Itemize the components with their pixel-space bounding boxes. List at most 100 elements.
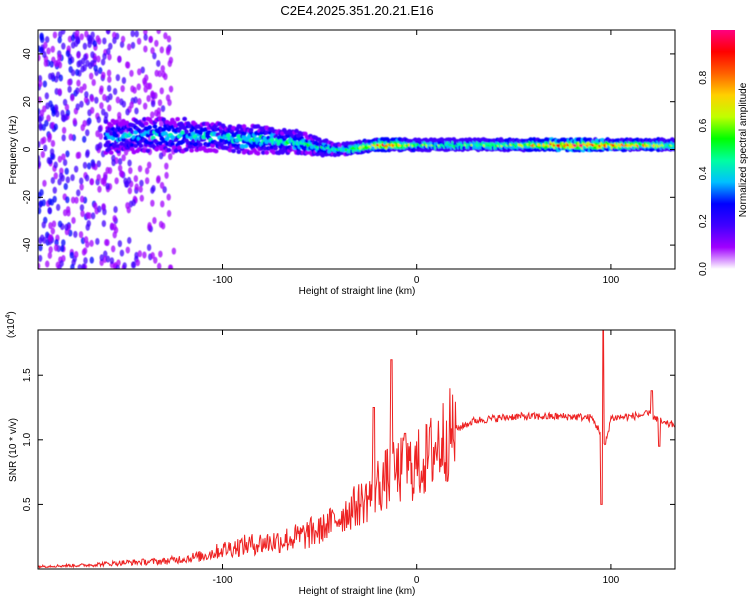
spectrogram-cell: [231, 148, 236, 154]
spectrogram-cell: [101, 71, 106, 79]
spectrogram-cell: [106, 69, 112, 77]
spectrogram-cell: [77, 264, 82, 269]
spectrogram-cell: [89, 95, 95, 103]
spectrogram-cell: [60, 244, 65, 252]
spectrogram-cell: [157, 99, 163, 107]
spectrogram-cell: [60, 109, 65, 117]
spectrogram-cell: [107, 53, 112, 61]
spectrogram-cell: [49, 60, 54, 68]
snr-scale-suffix: ): [6, 311, 17, 314]
spectrogram-cell: [38, 123, 43, 131]
spectrogram-cell: [248, 127, 254, 133]
spectrogram-cell: [61, 126, 67, 134]
spectrogram-cell: [120, 35, 126, 43]
spectrogram-cell: [49, 148, 55, 156]
spectrogram-cell: [57, 155, 63, 163]
spectrogram-cell: [111, 159, 116, 167]
snr-ytick-label: 0.5: [22, 497, 33, 511]
spectrogram-cell: [121, 76, 127, 84]
spectrogram-cell: [82, 135, 87, 143]
spectrogram-cell: [131, 199, 136, 207]
spectrogram-cell: [70, 69, 76, 77]
spectrogram-cell: [127, 159, 132, 167]
spectrogram-cell: [74, 196, 79, 204]
spectrogram-cell: [152, 217, 157, 225]
chart-title: C2E4.2025.351.20.21.E16: [280, 3, 433, 18]
spectrogram-cell: [44, 92, 50, 100]
spectrogram-ytick-label: 40: [22, 48, 33, 60]
spectrogram-cell: [115, 264, 120, 269]
spectrogram-cell: [167, 264, 173, 269]
spectrogram-cell: [65, 176, 71, 184]
spectrogram-cell: [58, 172, 64, 180]
spectrogram-cell: [103, 250, 108, 258]
spectrogram-cell: [142, 77, 147, 85]
spectrogram-cell: [150, 252, 155, 260]
spectrogram-cell: [156, 30, 161, 35]
spectrogram-cell: [100, 177, 105, 185]
spectrogram-cell: [151, 184, 156, 192]
spectrogram-cell: [183, 147, 189, 152]
spectrogram-cell: [50, 227, 56, 235]
spectrogram-cell: [76, 51, 81, 59]
spectrogram-cell: [159, 46, 165, 54]
spectrogram-cell: [47, 251, 53, 259]
spectrogram-cell: [164, 171, 169, 179]
spectrogram-panel: -100 0 100 -40 -20 0 20 40 Height of straight l…: [8, 29, 676, 297]
spectrogram-cell: [38, 236, 43, 244]
spectrogram-cell: [67, 57, 73, 65]
spectrogram-cell: [51, 220, 57, 228]
spectrogram-cell: [73, 250, 79, 258]
spectrogram-cell: [39, 109, 45, 117]
spectrogram-cell: [103, 111, 109, 119]
spectrogram-cell: [150, 47, 155, 55]
svg-text:(x104): (x104): [5, 311, 17, 338]
spectrogram-cell: [144, 177, 150, 185]
spectrogram-cell: [133, 96, 138, 104]
spectrogram-cell: [54, 238, 59, 246]
spectrogram-cell: [147, 125, 153, 130]
spectrogram-cell: [42, 179, 47, 187]
spectrogram-cell: [84, 91, 89, 99]
spectrogram-cell: [166, 35, 172, 43]
spectrogram-cell: [163, 32, 168, 40]
spectrogram-cell: [61, 42, 66, 50]
spectrogram-cell: [123, 177, 128, 185]
spectrogram-cell: [148, 36, 153, 44]
spectrogram-cell: [236, 149, 242, 155]
spectrogram-cell: [64, 167, 69, 175]
spectrogram-cell: [138, 143, 144, 148]
spectrogram-cell: [86, 162, 92, 170]
spectrogram-cell: [241, 124, 247, 129]
spectrogram-ylabel: Frequency (Hz): [8, 116, 19, 185]
spectrogram-cell: [82, 247, 88, 255]
spectrogram-cell: [87, 37, 92, 45]
spectrogram-cell: [125, 202, 130, 210]
spectrogram-cell: [63, 113, 69, 121]
spectrogram-cell: [79, 100, 84, 108]
spectrogram-cell: [74, 68, 80, 76]
spectrogram-cell: [106, 85, 112, 93]
spectrogram-cell: [106, 47, 111, 55]
spectrogram-cell: [127, 187, 133, 195]
spectrogram-cell: [239, 144, 245, 149]
colorbar: 0.0 0.2 0.4 0.6 0.8 Normalized spectral ampl…: [698, 30, 749, 276]
spectrogram-cell: [113, 205, 118, 213]
spectrogram-cell: [138, 185, 143, 193]
spectrogram-cell: [41, 136, 47, 144]
spectrogram-cell: [82, 119, 87, 127]
colorbar-tick-label: 0.4: [698, 166, 709, 180]
spectrogram-cell: [78, 231, 84, 239]
spectrogram-cell: [75, 87, 80, 95]
spectrogram-cell: [86, 118, 91, 126]
spectrogram-cell: [153, 92, 158, 100]
spectrogram-cell: [133, 130, 139, 135]
spectrogram-cell: [101, 203, 106, 211]
spectrogram-cell: [90, 212, 96, 220]
spectrogram-cell: [140, 66, 145, 74]
spectrogram-cell: [176, 128, 182, 134]
spectrogram-cell: [159, 87, 164, 95]
spectrogram-cell: [129, 69, 134, 77]
spectrogram-cell: [95, 35, 100, 43]
snr-scale-factor: (x104): [5, 311, 17, 338]
